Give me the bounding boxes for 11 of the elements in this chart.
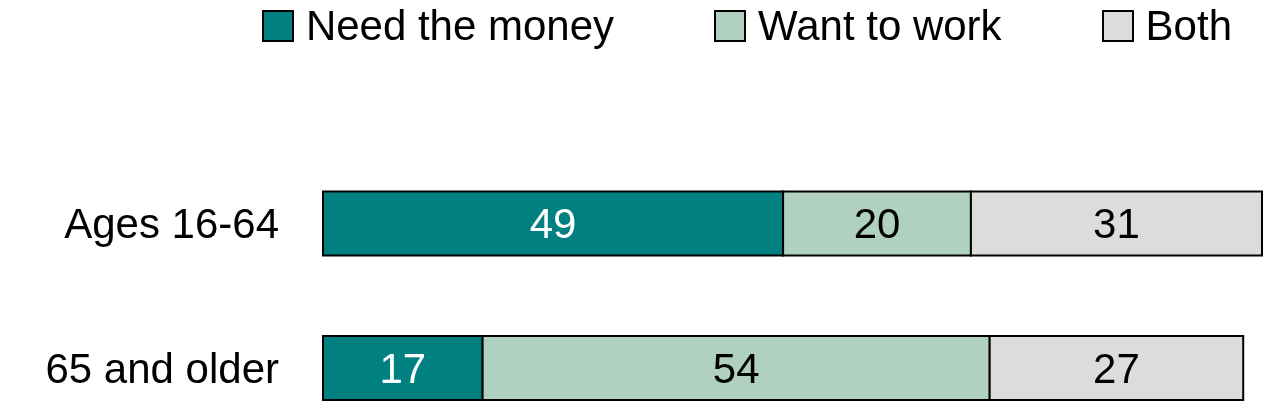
legend-label: Both bbox=[1145, 2, 1232, 50]
y-tick-label: Ages 16-64 bbox=[64, 200, 279, 248]
data-label: 49 bbox=[529, 200, 577, 248]
data-label: 31 bbox=[1093, 200, 1140, 248]
legend-label: Need the money bbox=[305, 2, 615, 50]
legend-label: Want to work bbox=[758, 2, 1002, 50]
data-label: 54 bbox=[712, 344, 760, 392]
y-tick-label: 65 and older bbox=[45, 344, 279, 392]
data-label: 27 bbox=[1093, 344, 1140, 392]
data-label: 20 bbox=[853, 200, 901, 248]
data-label: 17 bbox=[379, 344, 427, 392]
